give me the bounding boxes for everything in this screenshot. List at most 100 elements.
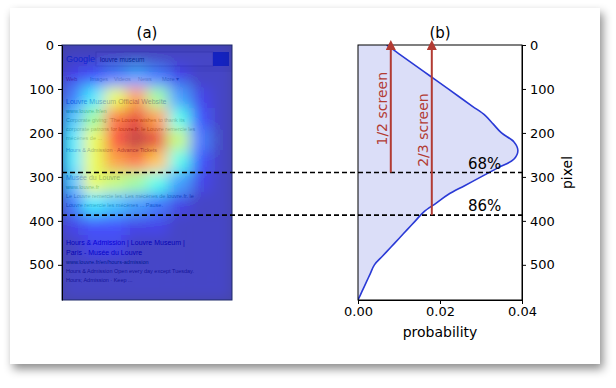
y-axis: 0100200300400500 xyxy=(29,38,62,301)
heat-cell xyxy=(105,87,126,108)
density-line xyxy=(358,45,518,300)
heat-cell xyxy=(211,151,232,172)
axis-line xyxy=(522,46,523,301)
tick-mark xyxy=(58,265,62,266)
threshold-line xyxy=(62,214,522,216)
panel-title: (b) xyxy=(429,24,450,42)
heat-cell xyxy=(211,235,232,256)
screen-arrow xyxy=(390,48,392,173)
threshold-label: 68% xyxy=(468,155,501,173)
heat-cell xyxy=(126,277,147,300)
threshold-line xyxy=(62,172,522,174)
heat-cell xyxy=(211,129,232,150)
heat-cell xyxy=(190,87,211,108)
heat-cell xyxy=(190,172,211,193)
x-axis: 0.00 0.02 0.04 xyxy=(344,300,537,319)
tick-label: 300 xyxy=(530,170,555,185)
heat-cell xyxy=(147,66,168,87)
tick-mark xyxy=(522,265,526,266)
tick-mark xyxy=(522,45,526,46)
heat-cell xyxy=(211,256,232,277)
heat-cell xyxy=(62,214,83,235)
tick: 0 xyxy=(522,38,538,53)
tick: 100 xyxy=(522,82,555,97)
heat-cell xyxy=(83,129,104,150)
heat-cell xyxy=(168,87,189,108)
heat-cell xyxy=(83,108,104,129)
heat-cell xyxy=(105,151,126,172)
tick-label: 100 xyxy=(530,82,555,97)
heat-cell xyxy=(147,108,168,129)
tick-label: 500 xyxy=(530,257,555,272)
tick-mark xyxy=(58,177,62,178)
heat-cell xyxy=(147,129,168,150)
heat-cell xyxy=(147,151,168,172)
heat-cell xyxy=(105,214,126,235)
tick-label: 0.04 xyxy=(508,304,537,319)
density-area xyxy=(358,45,518,300)
heat-cell xyxy=(168,193,189,214)
heat-cell xyxy=(190,235,211,256)
heat-cell xyxy=(83,172,104,193)
threshold-label: 86% xyxy=(468,197,501,215)
heat-cell xyxy=(147,193,168,214)
heat-cell xyxy=(83,214,104,235)
tick-label: 500 xyxy=(29,257,54,272)
heat-cell xyxy=(190,151,211,172)
heat-cell xyxy=(126,214,147,235)
heat-cell xyxy=(211,277,232,300)
heat-cell xyxy=(147,45,168,66)
heat-cell xyxy=(211,66,232,87)
tick-label: 300 xyxy=(29,170,54,185)
tick: 300 xyxy=(29,170,62,185)
plot-marks xyxy=(358,45,518,300)
tick-label: 0.02 xyxy=(426,304,455,319)
heat-cell xyxy=(211,45,232,66)
tick: 400 xyxy=(29,214,62,229)
heat-cell xyxy=(126,256,147,277)
heat-cell xyxy=(147,235,168,256)
heat-cell xyxy=(105,193,126,214)
tick-mark xyxy=(522,133,526,134)
tick-mark xyxy=(58,45,62,46)
heat-cell xyxy=(62,172,83,193)
heat-cell xyxy=(190,277,211,300)
heat-cell xyxy=(126,66,147,87)
heat-cell xyxy=(105,256,126,277)
figure: (a)Googlelouvre museumWebImagesVideosNew… xyxy=(0,0,616,388)
figure-svg: (a)Googlelouvre museumWebImagesVideosNew… xyxy=(0,0,616,388)
heat-cell xyxy=(126,129,147,150)
tick: 0.00 xyxy=(344,300,373,319)
y-axis-right: 0100200300400500 xyxy=(522,38,555,301)
heat-cell xyxy=(126,108,147,129)
tick: 400 xyxy=(522,214,555,229)
heat-cell xyxy=(126,235,147,256)
heat-cell xyxy=(105,235,126,256)
heat-cell xyxy=(105,277,126,300)
tick-mark xyxy=(522,221,526,222)
tick-mark xyxy=(58,89,62,90)
arrow-label: 1/2 screen xyxy=(374,72,390,146)
heat-cell xyxy=(147,214,168,235)
heat-cell xyxy=(190,108,211,129)
heat-cell xyxy=(168,151,189,172)
heat-cell xyxy=(62,277,83,300)
tick: 100 xyxy=(29,82,62,97)
heat-cell xyxy=(83,45,104,66)
tick-mark xyxy=(58,221,62,222)
heat-cell xyxy=(190,214,211,235)
heat-cell xyxy=(83,66,104,87)
tick-mark xyxy=(522,89,526,90)
heat-cell xyxy=(126,151,147,172)
heat-cell xyxy=(168,66,189,87)
heat-cell xyxy=(168,235,189,256)
tick: 200 xyxy=(29,126,62,141)
axis-title: probability xyxy=(403,324,478,340)
heat-cell xyxy=(211,193,232,214)
axis-title: pixel xyxy=(559,156,575,189)
heat-cell xyxy=(62,235,83,256)
tick-mark xyxy=(58,133,62,134)
tick: 500 xyxy=(522,257,555,272)
heat-cell xyxy=(83,87,104,108)
heat-cell xyxy=(83,235,104,256)
